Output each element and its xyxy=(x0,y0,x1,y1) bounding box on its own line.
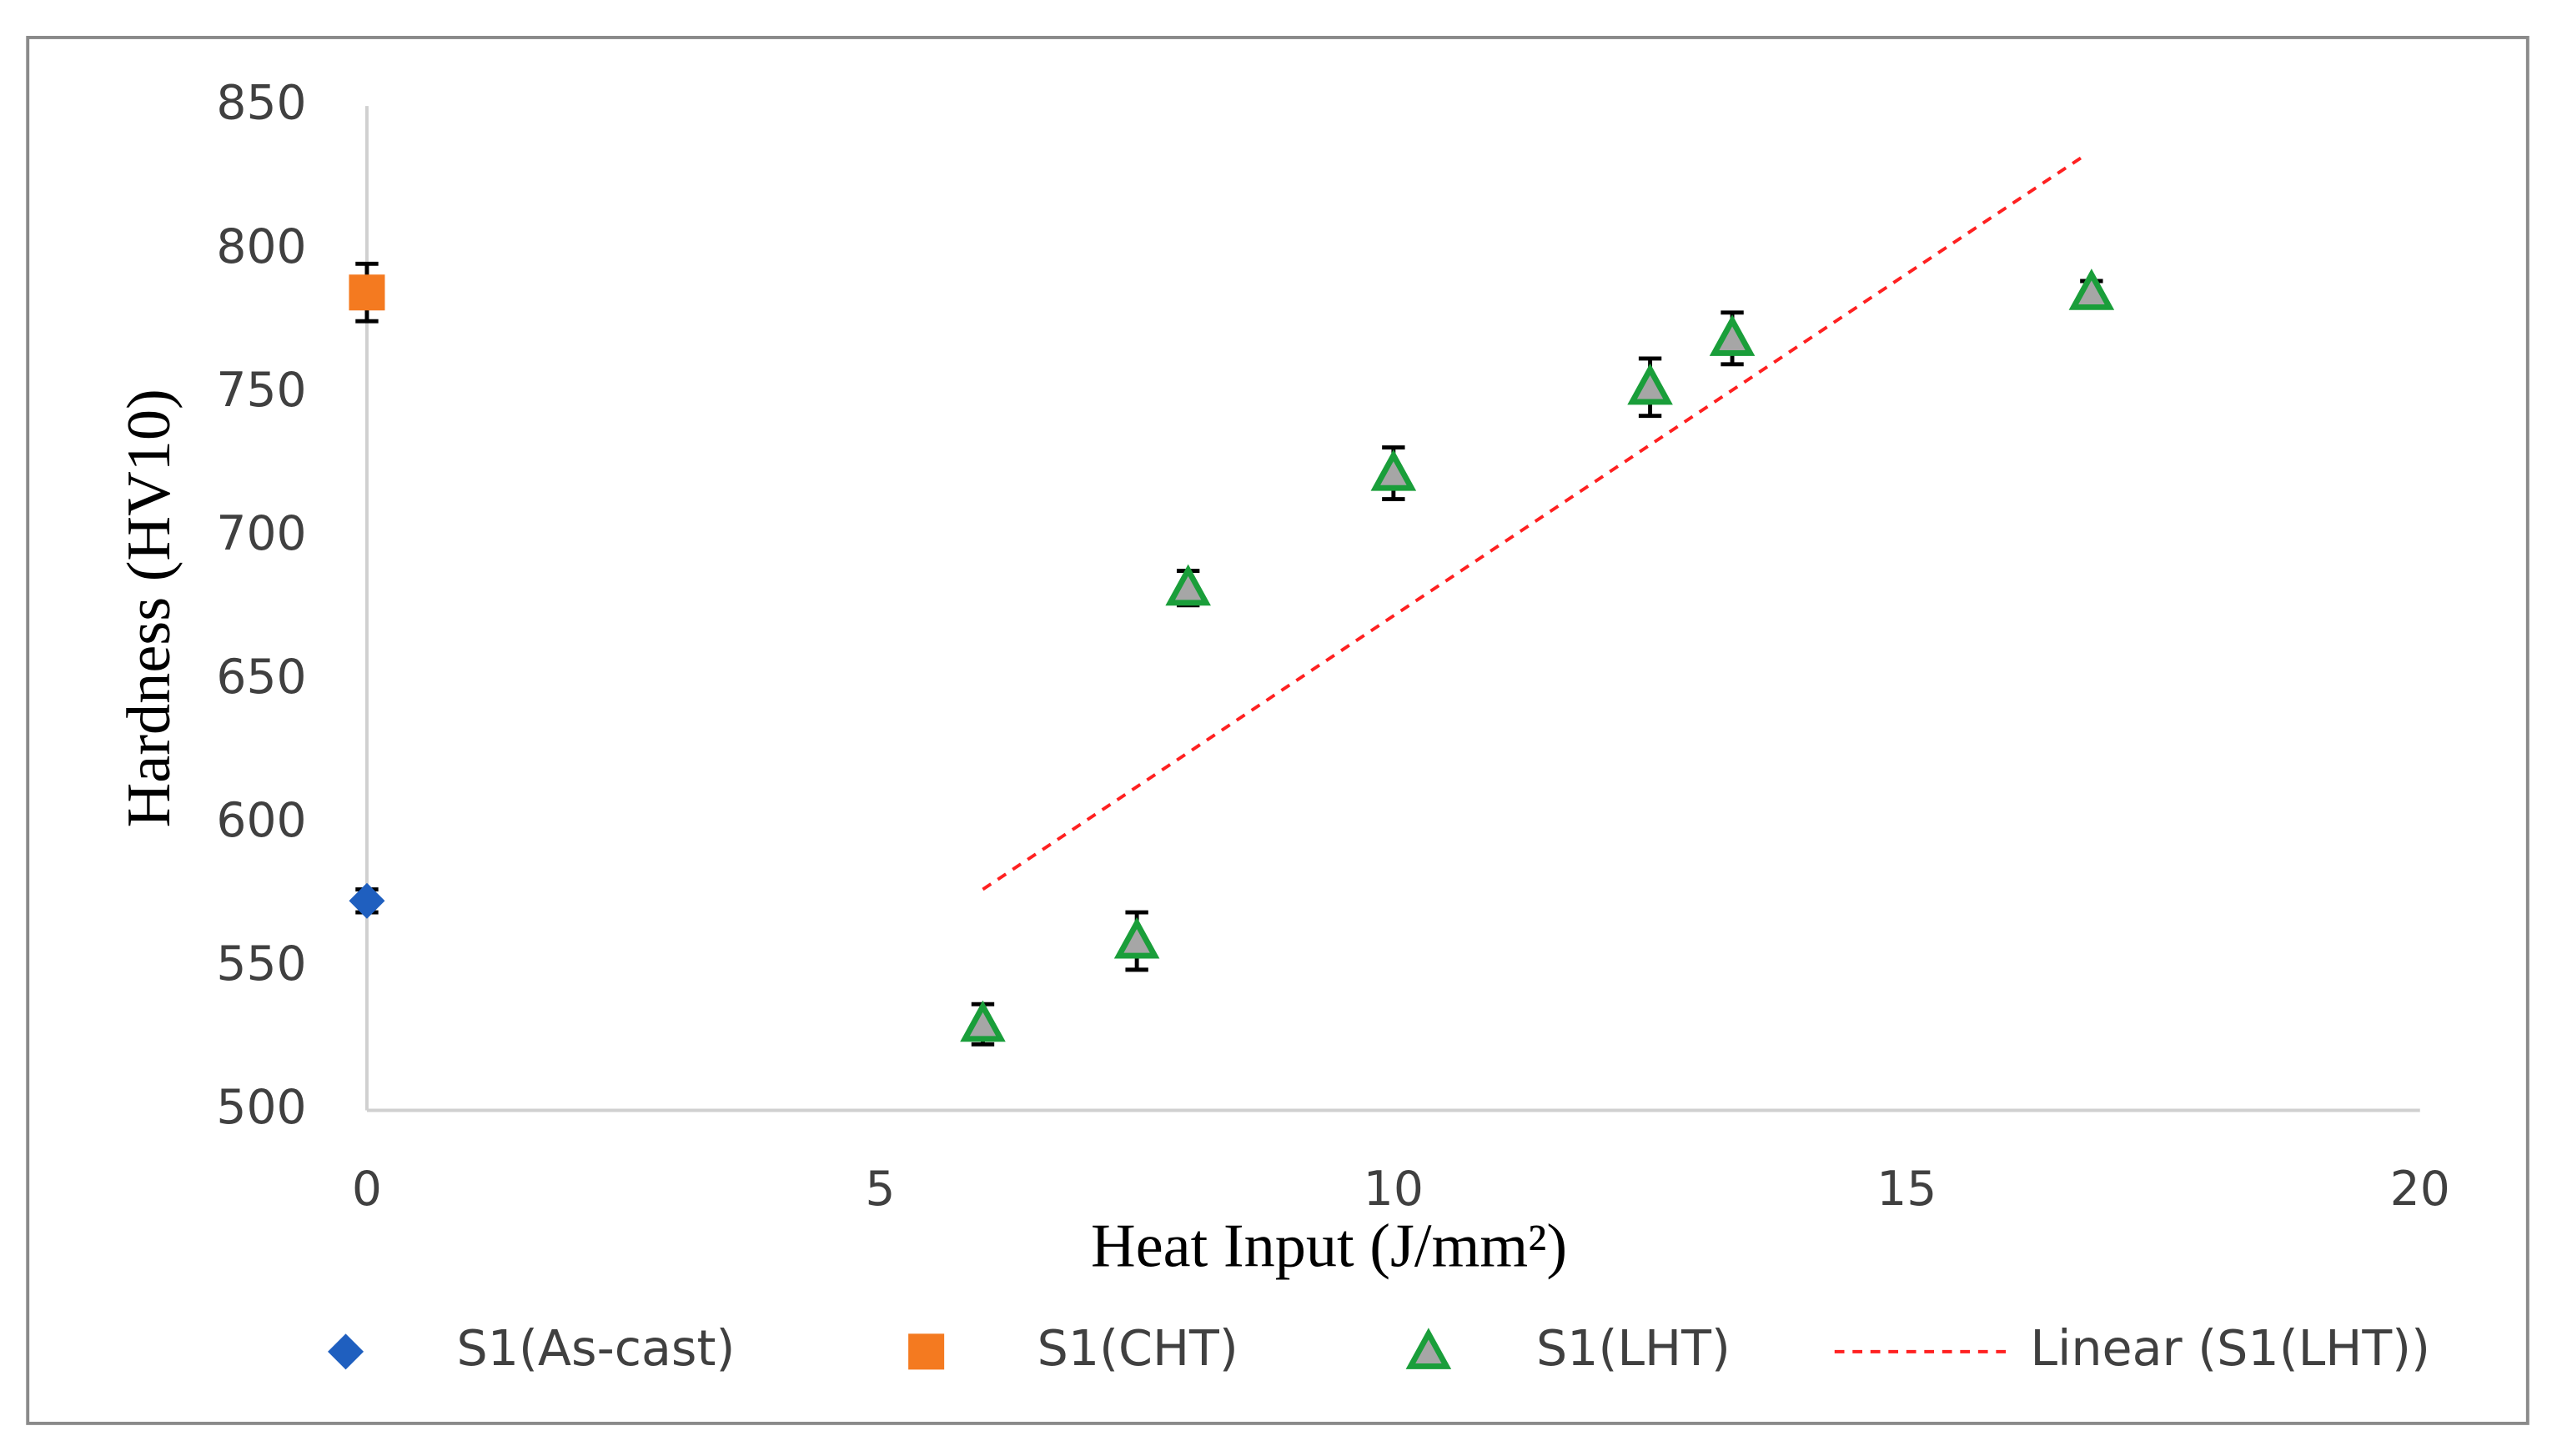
legend-swatch xyxy=(328,1333,364,1370)
data-point xyxy=(1627,363,1673,405)
x-tick-label: 0 xyxy=(352,1162,382,1217)
legend-swatch xyxy=(908,1333,945,1370)
trend-line xyxy=(982,156,2082,891)
x-tick-label: 10 xyxy=(1364,1162,1424,1217)
y-tick-label: 750 xyxy=(216,363,306,418)
x-tick-label: 20 xyxy=(2390,1162,2450,1217)
legend-label: S1(LHT) xyxy=(1536,1320,1731,1377)
data-point xyxy=(1370,449,1417,491)
y-tick-label: 700 xyxy=(216,506,306,561)
y-tick-label: 800 xyxy=(216,219,306,274)
legend-label: Linear (S1(LHT)) xyxy=(2030,1320,2430,1377)
legend-label: S1(As-cast) xyxy=(457,1320,736,1377)
chart-frame xyxy=(26,36,2529,1425)
x-tick-label: 5 xyxy=(865,1162,895,1217)
x-axis-title: Heat Input (J/mm²) xyxy=(1091,1212,1567,1281)
data-point xyxy=(960,1000,1006,1042)
legend-swatch xyxy=(1405,1328,1452,1369)
data-point xyxy=(2068,269,2115,310)
y-tick-label: 550 xyxy=(216,936,306,992)
data-point xyxy=(1113,916,1160,959)
y-tick-label: 850 xyxy=(216,76,306,131)
data-point xyxy=(349,274,385,311)
legend-label: S1(CHT) xyxy=(1037,1320,1238,1377)
data-point xyxy=(1709,314,1756,356)
x-tick-label: 15 xyxy=(1876,1162,1937,1217)
y-axis-title: Hardness (HV10) xyxy=(115,389,183,827)
y-tick-label: 600 xyxy=(216,793,306,848)
data-point xyxy=(1165,564,1211,606)
y-tick-label: 500 xyxy=(216,1080,306,1135)
y-tick-label: 650 xyxy=(216,650,306,705)
